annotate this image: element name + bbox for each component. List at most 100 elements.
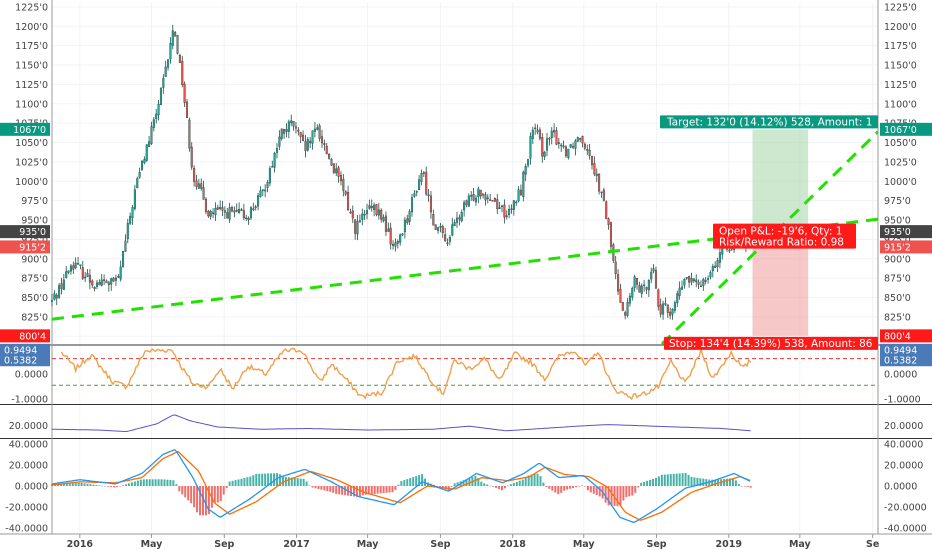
macd-histogram-bar — [222, 486, 225, 495]
candle-up — [313, 128, 316, 132]
candle-up — [707, 278, 710, 280]
candle-up — [100, 279, 103, 286]
candle-up — [413, 193, 416, 197]
macd-histogram-bar — [575, 486, 578, 488]
candle-up — [690, 278, 693, 283]
macd-histogram-bar — [441, 486, 444, 489]
candle-down — [309, 140, 312, 144]
candle-down — [538, 129, 541, 139]
candle-down — [79, 264, 82, 267]
macd-histogram-bar — [151, 479, 154, 486]
price-tick-right: 1175'0 — [884, 41, 917, 52]
candle-up — [124, 240, 127, 252]
macd-histogram-bar — [314, 486, 317, 489]
candle-down — [297, 129, 300, 132]
macd-histogram-bar — [130, 482, 133, 486]
candle-up — [427, 194, 430, 196]
macd-histogram-bar — [127, 483, 130, 486]
macd-histogram-bar — [388, 486, 391, 493]
candle-up — [673, 302, 676, 311]
macd-histogram-bar — [551, 486, 554, 491]
candle-down — [541, 137, 544, 157]
candle-up — [512, 200, 515, 210]
macd-histogram-bar — [462, 480, 465, 486]
macd-histogram-bar — [273, 473, 276, 486]
stoch-line — [60, 347, 752, 401]
price-tick-right: 1050'0 — [884, 138, 917, 149]
candle-up — [498, 207, 501, 209]
stop-label-bg — [664, 336, 878, 350]
candle-down — [605, 201, 608, 219]
candle-up — [422, 172, 425, 174]
candle-up — [69, 265, 72, 272]
macd-signal-line — [51, 450, 751, 521]
candle-down — [185, 101, 189, 119]
macd-tick-left: 0.0000 — [15, 482, 48, 493]
price-tick-left: 950'0 — [21, 216, 48, 227]
candle-down — [325, 145, 328, 155]
candle-down — [434, 224, 437, 230]
macd-histogram-bar — [228, 481, 231, 486]
candle-down — [55, 294, 58, 299]
target-label: Target: 132'0 (14.12%) 528, Amount: 1 — [666, 116, 872, 128]
candle-up — [335, 168, 338, 174]
candle-up — [527, 159, 530, 166]
candle-up — [718, 252, 721, 263]
price-tick-right: 1225'0 — [884, 2, 917, 13]
macd-histogram-bar — [86, 483, 89, 486]
price-tick-right: 1000'0 — [884, 177, 917, 188]
candle-up — [515, 201, 518, 204]
macd-histogram-bar — [483, 483, 486, 486]
macd-histogram-bar — [515, 481, 518, 486]
price-badges: 1067'0 1067'0 935'0 935'0 915'2 915'2 800'4 800… — [0, 122, 932, 367]
macd-histogram-bar — [572, 486, 575, 488]
candle-down — [226, 212, 229, 219]
time-tick-label: 2019 — [716, 539, 742, 550]
macd-histogram-bar — [657, 476, 660, 486]
candle-down — [581, 136, 584, 144]
candle-up — [238, 208, 241, 214]
price-badge-right — [880, 329, 932, 343]
macd-histogram-bar — [631, 486, 634, 496]
macd-histogram-bar — [468, 478, 471, 486]
macd-histogram-bar — [166, 479, 169, 486]
candle-down — [583, 143, 586, 149]
macd-tick-right: -40.0000 — [884, 523, 927, 534]
candle-down — [624, 312, 627, 316]
macd-histogram-bar — [296, 478, 299, 486]
candle-down — [572, 145, 575, 148]
macd-histogram-bar — [486, 484, 489, 486]
macd-histogram-bar — [139, 479, 142, 486]
target-zone — [752, 129, 809, 232]
macd-histogram-bar — [59, 483, 62, 486]
macd-histogram-bar — [616, 486, 619, 507]
candle-up — [704, 280, 707, 282]
candle-down — [564, 146, 567, 157]
candle-down — [429, 195, 432, 213]
macd-histogram-bar — [219, 486, 222, 502]
macd-histogram-bar — [80, 482, 83, 486]
price-badge-right-label: 935'0 — [884, 227, 911, 238]
candle-up — [650, 271, 653, 280]
macd-histogram-bar — [255, 473, 258, 486]
price-tick-left: 1100'0 — [15, 99, 48, 110]
candle-up — [437, 227, 440, 231]
macd-histogram-bar — [276, 473, 279, 486]
macd-histogram-bar — [216, 486, 219, 503]
candle-up — [110, 278, 113, 285]
candle-up — [167, 59, 170, 68]
macd-histogram-bar — [613, 486, 616, 506]
candle-down — [619, 288, 622, 303]
macd-histogram-bar — [749, 486, 752, 488]
candle-up — [676, 293, 679, 304]
macd-histogram-bar — [341, 486, 344, 495]
candle-down — [446, 242, 449, 244]
candle-down — [425, 171, 428, 195]
time-tick-label: May — [573, 539, 596, 550]
candle-down — [330, 159, 333, 166]
candle-up — [579, 138, 582, 140]
candle-down — [221, 207, 224, 211]
macd-histogram-bar — [711, 479, 714, 486]
